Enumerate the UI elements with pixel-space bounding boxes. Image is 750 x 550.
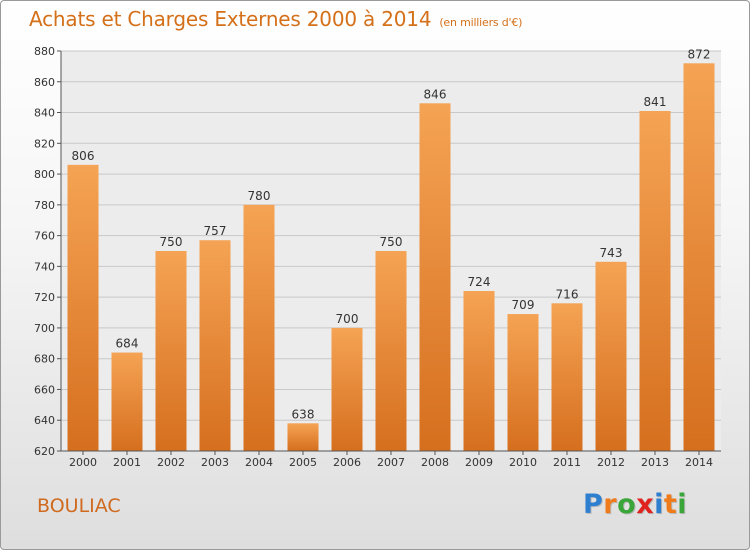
data-label: 780 <box>248 189 271 203</box>
data-label: 872 <box>688 47 711 61</box>
logo-letter: i <box>654 489 664 520</box>
logo-letter: t <box>663 489 678 520</box>
bar <box>243 204 275 451</box>
bar <box>199 240 231 451</box>
y-tick-label: 840 <box>34 107 55 120</box>
bar <box>419 103 451 452</box>
x-tick-label: 2008 <box>421 456 449 469</box>
logo-letter: P <box>583 489 604 520</box>
y-tick-label: 780 <box>34 199 55 212</box>
logo-letter: i <box>677 489 688 520</box>
labels: 620 640 660 680 700 720 740 760 780 800 820 840 860 8… <box>34 45 713 469</box>
y-tick-label: 740 <box>34 260 55 273</box>
bar <box>155 251 187 451</box>
x-tick-label: 2007 <box>377 456 405 469</box>
logo-letter: x <box>636 489 655 520</box>
data-label: 716 <box>556 287 579 301</box>
x-tick-label: 2013 <box>641 456 669 469</box>
chart-title: Achats et Charges Externes 2000 à 2014 (e… <box>29 7 522 31</box>
logo-letter: o <box>617 489 637 520</box>
x-tick-label: 2000 <box>69 456 97 469</box>
y-tick-label: 660 <box>34 383 55 396</box>
data-label: 743 <box>600 246 623 260</box>
y-tick-label: 800 <box>34 168 55 181</box>
bar <box>551 303 583 451</box>
x-tick-label: 2011 <box>553 456 581 469</box>
logo-letter: r <box>603 489 618 520</box>
data-label: 806 <box>72 149 95 163</box>
y-tick-label: 640 <box>34 414 55 427</box>
data-label: 757 <box>204 224 227 238</box>
y-tick-label: 620 <box>34 445 55 458</box>
chart-title-text: Achats et Charges Externes 2000 à 2014 <box>29 7 432 31</box>
data-label: 684 <box>116 337 139 351</box>
bar <box>595 261 627 451</box>
proxiti-logo: Proxiti <box>583 489 687 520</box>
y-tick-label: 720 <box>34 291 55 304</box>
x-tick-label: 2012 <box>597 456 625 469</box>
data-label: 841 <box>644 95 667 109</box>
y-tick-label: 820 <box>34 137 55 150</box>
data-label: 638 <box>292 407 315 421</box>
data-label: 724 <box>468 275 491 289</box>
y-tick-label: 760 <box>34 230 55 243</box>
y-tick-label: 680 <box>34 353 55 366</box>
x-tick-label: 2014 <box>685 456 713 469</box>
bar <box>639 111 671 451</box>
bar <box>331 327 363 451</box>
chart-unit-note: (en milliers d'€) <box>439 16 523 29</box>
bar <box>683 63 715 452</box>
bar <box>463 291 495 451</box>
data-label: 750 <box>160 235 183 249</box>
x-tick-label: 2003 <box>201 456 229 469</box>
x-tick-label: 2006 <box>333 456 361 469</box>
city-name: BOULIAC <box>37 495 121 517</box>
axes <box>57 50 721 455</box>
x-tick-label: 2001 <box>113 456 141 469</box>
bars <box>67 63 715 452</box>
data-label: 700 <box>336 312 359 326</box>
bar <box>507 314 539 451</box>
x-tick-label: 2005 <box>289 456 317 469</box>
bar <box>375 251 407 451</box>
x-tick-label: 2004 <box>245 456 273 469</box>
data-label: 846 <box>424 87 447 101</box>
y-tick-label: 880 <box>34 45 55 58</box>
bar <box>67 164 99 451</box>
bar <box>111 352 143 451</box>
y-tick-label: 700 <box>34 322 55 335</box>
x-tick-label: 2002 <box>157 456 185 469</box>
x-tick-label: 2010 <box>509 456 537 469</box>
x-tick-label: 2009 <box>465 456 493 469</box>
y-tick-label: 860 <box>34 76 55 89</box>
data-label: 750 <box>380 235 403 249</box>
bar <box>287 423 319 451</box>
data-label: 709 <box>512 298 535 312</box>
